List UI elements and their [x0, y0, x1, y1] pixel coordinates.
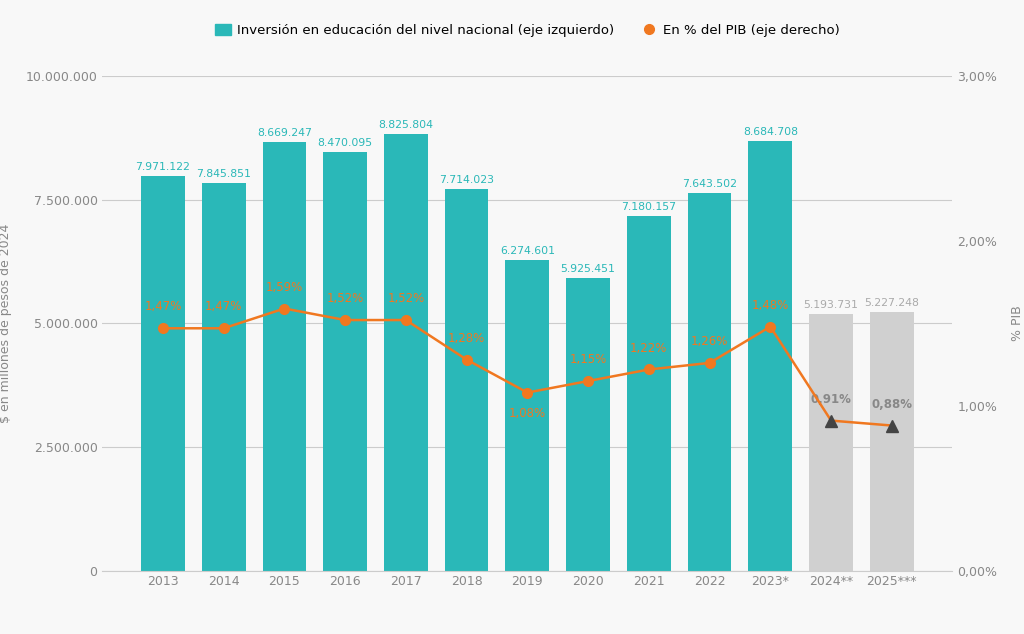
Text: 1,48%: 1,48%	[752, 299, 788, 312]
Text: 8.825.804: 8.825.804	[379, 120, 433, 130]
Text: 8.684.708: 8.684.708	[742, 127, 798, 137]
Text: 6.274.601: 6.274.601	[500, 247, 555, 256]
Text: 8.470.095: 8.470.095	[317, 138, 373, 148]
Legend: Inversión en educación del nivel nacional (eje izquierdo), En % del PIB (eje der: Inversión en educación del nivel naciona…	[210, 18, 845, 42]
Text: 7.714.023: 7.714.023	[439, 175, 495, 185]
Text: 1,28%: 1,28%	[447, 332, 485, 345]
Text: 1,52%: 1,52%	[387, 292, 425, 305]
Bar	[566, 278, 610, 571]
Text: 1,22%: 1,22%	[630, 342, 668, 354]
Bar	[262, 142, 306, 571]
Text: 1,15%: 1,15%	[569, 353, 607, 366]
Text: 1,47%: 1,47%	[205, 301, 243, 313]
Text: 0,88%: 0,88%	[871, 398, 912, 411]
Bar	[627, 216, 671, 571]
Y-axis label: % PIB: % PIB	[1011, 306, 1024, 341]
Bar	[384, 134, 428, 571]
Bar	[444, 189, 488, 571]
Text: 1,47%: 1,47%	[144, 301, 181, 313]
Bar	[506, 261, 549, 571]
Text: 7.971.122: 7.971.122	[135, 162, 190, 172]
Text: 7.180.157: 7.180.157	[622, 202, 676, 212]
Bar	[324, 152, 367, 571]
Bar	[749, 141, 793, 571]
Bar	[141, 176, 184, 571]
Bar	[202, 183, 246, 571]
Y-axis label: $ en millones de pesos de 2024: $ en millones de pesos de 2024	[0, 224, 11, 423]
Bar	[688, 193, 731, 571]
Text: 1,52%: 1,52%	[327, 292, 364, 305]
Bar	[809, 314, 853, 571]
Text: 8.669.247: 8.669.247	[257, 128, 312, 138]
Text: 7.643.502: 7.643.502	[682, 179, 737, 189]
Bar	[870, 312, 913, 571]
Text: 1,59%: 1,59%	[266, 281, 303, 294]
Text: 5.925.451: 5.925.451	[561, 264, 615, 274]
Text: 1,08%: 1,08%	[509, 408, 546, 420]
Text: 1,26%: 1,26%	[691, 335, 728, 348]
Text: 7.845.851: 7.845.851	[197, 169, 251, 179]
Text: 5.227.248: 5.227.248	[864, 298, 920, 308]
Text: 5.193.731: 5.193.731	[804, 300, 858, 310]
Text: 0,91%: 0,91%	[811, 392, 852, 406]
